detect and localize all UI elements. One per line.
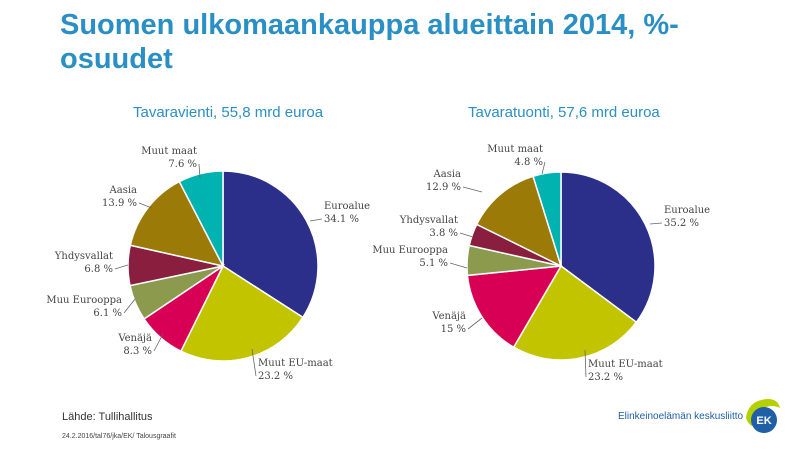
import-value-aasia: 12.9 % (426, 182, 461, 193)
import-leader-yhdysvallat (459, 232, 474, 238)
import-leader-venaja (467, 317, 483, 330)
export-value-venaja: 8.3 % (123, 346, 152, 357)
import-value-muut-maat: 4.8 % (514, 157, 543, 168)
import-value-muu-eurooppa: 5.1 % (419, 258, 448, 269)
export-label-venaja: Venäjä (117, 333, 152, 344)
import-value-yhdysvallat: 3.8 % (429, 228, 458, 239)
import-value-euroalue: 35.2 % (664, 218, 699, 229)
export-label-euroalue: Euroalue (324, 201, 370, 212)
export-slice-aasia (129, 180, 225, 268)
export-leader-aasia (138, 202, 153, 209)
export-slice-muut-maat (178, 170, 224, 267)
import-slice-euroalue (560, 171, 656, 324)
export-label-muu-eurooppa: Muu Eurooppa (46, 295, 122, 306)
export-label-aasia: Aasia (109, 185, 138, 196)
export-leader-euroalue (309, 218, 323, 222)
export-leader-muu-eurooppa (123, 298, 136, 314)
export-leader-muut-maat (198, 163, 201, 179)
export-leader-muut-eu-maat (251, 348, 257, 377)
import-slice-muut-eu-maat (512, 264, 638, 361)
logo-text: EK (756, 415, 771, 427)
export-leader-yhdysvallat (114, 264, 129, 270)
organization-name: Elinkeinoelämän keskusliitto (618, 411, 744, 422)
import-leader-euroalue (649, 222, 663, 225)
export-value-muut-maat: 7.6 % (168, 159, 197, 170)
import-value-venaja: 15 % (441, 324, 466, 335)
ek-logo-icon: EK (746, 399, 780, 433)
source-note: Lähde: Tullihallitus (62, 411, 153, 423)
export-chart-title: Tavaravienti, 55,8 mrd euroa (133, 104, 324, 121)
import-leader-aasia (462, 186, 483, 193)
import-label-muut-eu-maat: Muut EU-maat (588, 359, 663, 370)
import-label-yhdysvallat: Yhdysvallat (399, 215, 458, 226)
import-slice-venaja (466, 265, 563, 349)
import-label-venaja: Venäjä (431, 311, 466, 322)
import-label-muu-eurooppa: Muu Eurooppa (372, 245, 448, 256)
export-label-muut-eu-maat: Muut EU-maat (258, 358, 333, 369)
page-title: Suomen ulkomaankauppa alueittain 2014, %… (60, 9, 679, 75)
import-label-muut-maat: Muut maat (487, 144, 543, 155)
export-label-muut-maat: Muut maat (141, 146, 197, 157)
import-label-aasia: Aasia (433, 169, 462, 180)
export-value-aasia: 13.9 % (102, 198, 137, 209)
export-value-muut-eu-maat: 23.2 % (258, 371, 293, 382)
import-slice-muut-maat (532, 171, 562, 267)
import-label-euroalue: Euroalue (664, 205, 710, 216)
import-leader-muu-eurooppa (449, 262, 468, 269)
export-label-yhdysvallat: Yhdysvallat (54, 251, 113, 262)
export-value-euroalue: 34.1 % (324, 214, 359, 225)
export-value-yhdysvallat: 6.8 % (84, 264, 113, 275)
export-leader-venaja (153, 333, 164, 352)
import-chart-title: Tavaratuonti, 57,6 mrd euroa (468, 104, 660, 121)
export-value-muu-eurooppa: 6.1 % (93, 308, 122, 319)
import-leader-muut-eu-maat (584, 349, 587, 378)
import-value-muut-eu-maat: 23.2 % (588, 372, 623, 383)
import-leader-muut-maat (541, 161, 546, 175)
footnote: 24.2.2016/tal76/jka/EK/ Talousgraafit (62, 433, 176, 440)
